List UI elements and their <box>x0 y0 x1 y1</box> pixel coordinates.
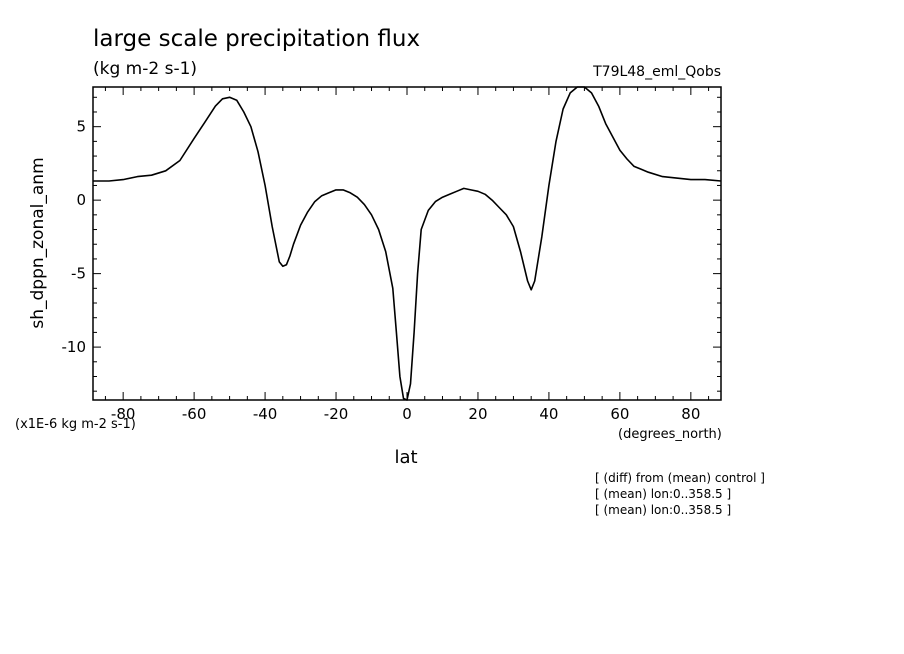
run-label: T79L48_eml_Qobs <box>592 64 721 80</box>
x-tick-label: 0 <box>402 405 412 423</box>
note-line: [ (mean) lon:0..358.5 ] <box>595 503 731 517</box>
x-tick-label: 60 <box>610 405 629 423</box>
y-tick-label: -10 <box>62 338 87 356</box>
x-tick-label: 20 <box>468 405 487 423</box>
chart-title: large scale precipitation flux <box>93 26 420 52</box>
x-tick-label: 40 <box>539 405 558 423</box>
x-tick-label: 80 <box>681 405 700 423</box>
x-tick-labels: -80 -60 -40 -20 0 20 40 60 80 <box>111 405 700 423</box>
x-units-label: (degrees_north) <box>618 427 722 442</box>
y-units-label: (x1E-6 kg m-2 s-1) <box>15 417 136 432</box>
x-tick-label: -80 <box>111 405 136 423</box>
chart-subtitle: (kg m-2 s-1) <box>93 59 197 79</box>
y-tick-labels: 5 0 -5 -10 <box>62 118 87 356</box>
y-axis-label: sh_dppn_zonal_anm <box>28 157 48 328</box>
series-line <box>93 86 722 401</box>
y-ticks <box>93 96 721 392</box>
y-tick-label: 5 <box>76 118 86 136</box>
y-tick-label: 0 <box>76 191 86 209</box>
notes: [ (diff) from (mean) control ] [ (mean) … <box>595 471 765 517</box>
x-axis-label: lat <box>394 447 417 468</box>
note-line: [ (diff) from (mean) control ] <box>595 471 765 485</box>
note-line: [ (mean) lon:0..358.5 ] <box>595 487 731 501</box>
x-tick-label: -60 <box>182 405 207 423</box>
plot-frame <box>92 86 722 401</box>
x-tick-label: -20 <box>324 405 349 423</box>
x-ticks <box>104 87 710 400</box>
x-tick-label: -40 <box>253 405 278 423</box>
y-tick-label: -5 <box>71 265 86 283</box>
